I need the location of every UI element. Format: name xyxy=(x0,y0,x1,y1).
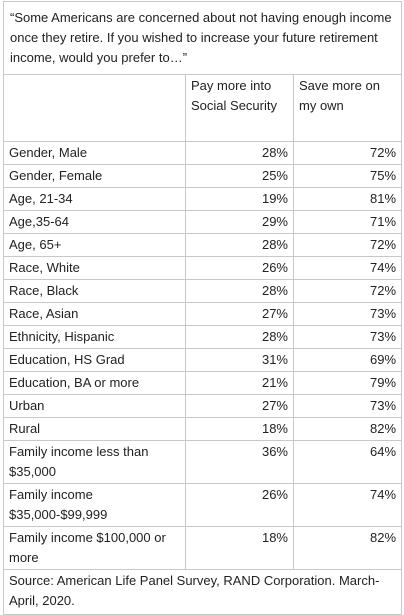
data-row: Education, BA or more 21% 79% xyxy=(3,371,403,395)
cell-value: 27% xyxy=(185,394,294,418)
cell-value: 25% xyxy=(185,164,294,188)
cell-value: 72% xyxy=(292,233,403,257)
row-label: Family income $100,000 or more xyxy=(3,526,186,570)
data-row: Race, Black 28% 72% xyxy=(3,279,403,303)
cell-value: 18% xyxy=(185,417,294,441)
title-row: “Some Americans are concerned about not … xyxy=(2,1,403,75)
cell-value: 31% xyxy=(185,348,294,372)
row-label: Age, 65+ xyxy=(3,233,186,257)
source-note: Source: American Life Panel Survey, RAND… xyxy=(2,569,403,615)
cell-value: 64% xyxy=(292,440,403,484)
cell-value: 28% xyxy=(185,325,294,349)
cell-value: 21% xyxy=(185,371,294,395)
row-label: Family income less than $35,000 xyxy=(3,440,186,484)
source-row: Source: American Life Panel Survey, RAND… xyxy=(2,569,403,615)
cell-value: 82% xyxy=(292,417,403,441)
data-row: Gender, Female 25% 75% xyxy=(3,164,403,188)
cell-value: 74% xyxy=(292,483,403,527)
row-label: Urban xyxy=(3,394,186,418)
row-label: Family income $35,000-$99,999 xyxy=(3,483,186,527)
row-label: Education, BA or more xyxy=(3,371,186,395)
cell-value: 27% xyxy=(185,302,294,326)
row-label: Ethnicity, Hispanic xyxy=(3,325,186,349)
cell-value: 28% xyxy=(185,279,294,303)
data-row: Race, White 26% 74% xyxy=(3,256,403,280)
header-empty xyxy=(3,74,186,142)
data-row: Race, Asian 27% 73% xyxy=(3,302,403,326)
table-title: “Some Americans are concerned about not … xyxy=(2,1,403,75)
cell-value: 36% xyxy=(185,440,294,484)
row-label: Gender, Female xyxy=(3,164,186,188)
data-row: Age,35-64 29% 71% xyxy=(3,210,403,234)
data-row: Rural 18% 82% xyxy=(3,417,403,441)
column-header: Pay more into Social Security xyxy=(185,74,294,142)
row-label: Race, White xyxy=(3,256,186,280)
row-label: Age, 21-34 xyxy=(3,187,186,211)
column-header: Save more on my own xyxy=(292,74,403,142)
row-label: Rural xyxy=(3,417,186,441)
data-row: Family income less than $35,000 36% 64% xyxy=(3,440,403,484)
data-row: Age, 21-34 19% 81% xyxy=(3,187,403,211)
data-row: Gender, Male 28% 72% xyxy=(3,141,403,165)
data-row: Family income $100,000 or more 18% 82% xyxy=(3,526,403,570)
data-row: Ethnicity, Hispanic 28% 73% xyxy=(3,325,403,349)
cell-value: 82% xyxy=(292,526,403,570)
cell-value: 73% xyxy=(292,325,403,349)
cell-value: 75% xyxy=(292,164,403,188)
cell-value: 73% xyxy=(292,302,403,326)
cell-value: 28% xyxy=(185,233,294,257)
cell-value: 81% xyxy=(292,187,403,211)
cell-value: 71% xyxy=(292,210,403,234)
data-row: Urban 27% 73% xyxy=(3,394,403,418)
row-label: Gender, Male xyxy=(3,141,186,165)
cell-value: 28% xyxy=(185,141,294,165)
cell-value: 73% xyxy=(292,394,403,418)
cell-value: 26% xyxy=(185,483,294,527)
data-row: Family income $35,000-$99,999 26% 74% xyxy=(3,483,403,527)
cell-value: 26% xyxy=(185,256,294,280)
data-row: Age, 65+ 28% 72% xyxy=(3,233,403,257)
data-row: Education, HS Grad 31% 69% xyxy=(3,348,403,372)
row-label: Race, Asian xyxy=(3,302,186,326)
cell-value: 19% xyxy=(185,187,294,211)
cell-value: 79% xyxy=(292,371,403,395)
row-label: Race, Black xyxy=(3,279,186,303)
cell-value: 74% xyxy=(292,256,403,280)
cell-value: 72% xyxy=(292,141,403,165)
cell-value: 72% xyxy=(292,279,403,303)
row-label: Age,35-64 xyxy=(3,210,186,234)
row-label: Education, HS Grad xyxy=(3,348,186,372)
cell-value: 69% xyxy=(292,348,403,372)
cell-value: 18% xyxy=(185,526,294,570)
cell-value: 29% xyxy=(185,210,294,234)
header-row: Pay more into Social Security Save more … xyxy=(3,74,403,142)
